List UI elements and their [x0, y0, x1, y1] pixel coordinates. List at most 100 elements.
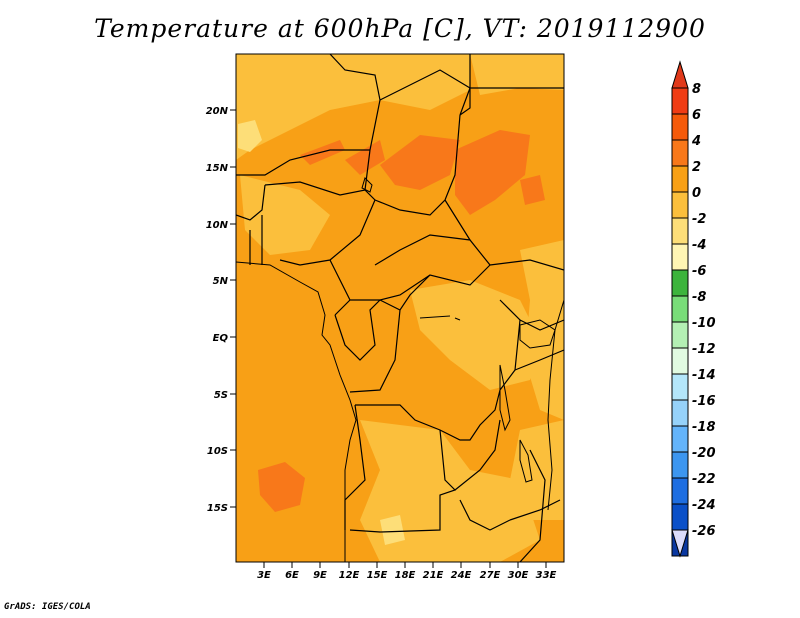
coast-lakes-small — [419, 315, 461, 321]
lat-labels: 20N 15N 10N 5N EQ 5S 10S 15S — [206, 106, 229, 514]
border-mozambique — [509, 449, 561, 562]
colorbar-label: -16 — [692, 394, 716, 409]
colorbar-box — [671, 373, 689, 401]
colorbar-boxes — [671, 87, 689, 557]
lat-label: 5N — [213, 276, 229, 287]
credit-text: GrADS: IGES/COLA — [4, 602, 91, 612]
border-sudan — [459, 87, 564, 116]
lat-label: 15S — [207, 503, 228, 514]
lake-malawi — [519, 439, 533, 483]
field-warm-3 — [380, 135, 460, 190]
field-warm-2 — [345, 140, 385, 175]
border-zambia — [454, 419, 511, 531]
colorbar: 8 6 4 2 0 -2 -4 -6 -8 -10 -12 -14 -16 -18 -20 -22 -24 -26 — [671, 60, 716, 558]
colorbar-box — [671, 503, 689, 531]
map-field — [236, 54, 564, 562]
border-algeria-libya — [329, 54, 381, 151]
border-westcoast — [236, 184, 266, 221]
colorbar-box — [671, 321, 689, 349]
lat-label: 10N — [206, 220, 229, 231]
colorbar-label: -10 — [692, 316, 716, 331]
border-gabon-congo — [334, 299, 381, 361]
colorbar-box — [671, 139, 689, 167]
lat-axis — [230, 109, 236, 508]
lon-label: 24E — [451, 570, 472, 581]
colorbar-label: 4 — [691, 134, 701, 149]
colorbar-label: -22 — [692, 472, 716, 487]
map-frame — [235, 53, 565, 563]
colorbar-under-arrow — [671, 529, 689, 558]
field-cool-northeast — [470, 54, 564, 95]
border-sudan-south — [444, 199, 564, 271]
field-cooler-s — [380, 515, 405, 545]
lon-label: 9E — [313, 570, 327, 581]
lat-label: EQ — [213, 333, 229, 344]
colorbar-box — [671, 477, 689, 505]
colorbar-box — [671, 399, 689, 427]
field-warm-6 — [258, 462, 305, 512]
coast-gulf-guinea — [236, 261, 357, 562]
colorbar-box — [671, 87, 689, 115]
colorbar-box — [671, 269, 689, 297]
lat-label: 20N — [206, 106, 229, 117]
border-niger-chad — [379, 69, 471, 101]
colorbar-label: -12 — [692, 342, 716, 357]
border-chad — [364, 114, 461, 216]
colorbar-label: 6 — [692, 108, 701, 123]
border-libya-egypt — [459, 54, 471, 116]
field-warm-1 — [300, 140, 345, 165]
border-ghana — [249, 215, 263, 265]
lon-label: 30E — [508, 570, 529, 581]
colorbar-box — [671, 295, 689, 323]
lat-label: 15N — [206, 163, 229, 174]
colorbar-box — [671, 165, 689, 193]
colorbar-box — [671, 217, 689, 245]
colorbar-box — [671, 451, 689, 479]
border-mali-niger — [236, 149, 370, 176]
lake-tanganyika — [499, 364, 511, 432]
field-warm-4 — [455, 130, 530, 215]
colorbar-box — [671, 347, 689, 375]
lake-victoria — [519, 319, 556, 349]
lon-label: 3E — [257, 570, 271, 581]
colorbar-box — [671, 243, 689, 271]
coast-east — [547, 299, 564, 511]
lat-label: 10S — [207, 446, 228, 457]
border-drc — [349, 274, 431, 393]
colorbar-box — [671, 425, 689, 453]
colorbar-label: -24 — [692, 498, 716, 513]
colorbar-label: -18 — [692, 420, 716, 435]
colorbar-label: -2 — [692, 212, 706, 227]
lon-label: 33E — [536, 570, 557, 581]
colorbar-label: -14 — [692, 368, 716, 383]
field-cooler-nw — [238, 120, 262, 152]
colorbar-label: -8 — [692, 290, 706, 305]
colorbar-label: -26 — [692, 524, 716, 539]
colorbar-labels: 8 6 4 2 0 -2 -4 -6 -8 -10 -12 -14 -16 -18 -20 -22 -24 -26 — [691, 82, 716, 539]
lon-label: 21E — [423, 570, 444, 581]
map-title: Temperature at 600hPa [C], VT: 201911290… — [94, 14, 706, 43]
colorbar-label: -4 — [692, 238, 706, 253]
field-cool-north — [236, 54, 470, 160]
colorbar-label: -20 — [692, 446, 716, 461]
border-cameroon — [329, 259, 380, 316]
colorbar-label: 8 — [692, 82, 701, 97]
colorbar-label: 2 — [692, 160, 701, 175]
border-angola-zambia — [349, 429, 457, 533]
field-cool-east — [520, 240, 564, 420]
lon-label: 6E — [285, 570, 299, 581]
colorbar-over-arrow — [671, 60, 689, 89]
lon-label: 27E — [480, 570, 501, 581]
lon-axis — [263, 562, 547, 568]
lake-chad — [361, 177, 373, 193]
colorbar-box — [671, 191, 689, 219]
border-drc-east — [355, 299, 521, 441]
lon-label: 15E — [367, 570, 388, 581]
lat-label: 5S — [214, 390, 228, 401]
lon-labels: 3E 6E 9E 12E 15E 18E 21E 24E 27E 30E 33E — [257, 570, 556, 581]
colorbar-label: -6 — [692, 264, 706, 279]
coastlines — [236, 177, 564, 562]
lon-label: 18E — [395, 570, 416, 581]
lon-label: 12E — [339, 570, 360, 581]
